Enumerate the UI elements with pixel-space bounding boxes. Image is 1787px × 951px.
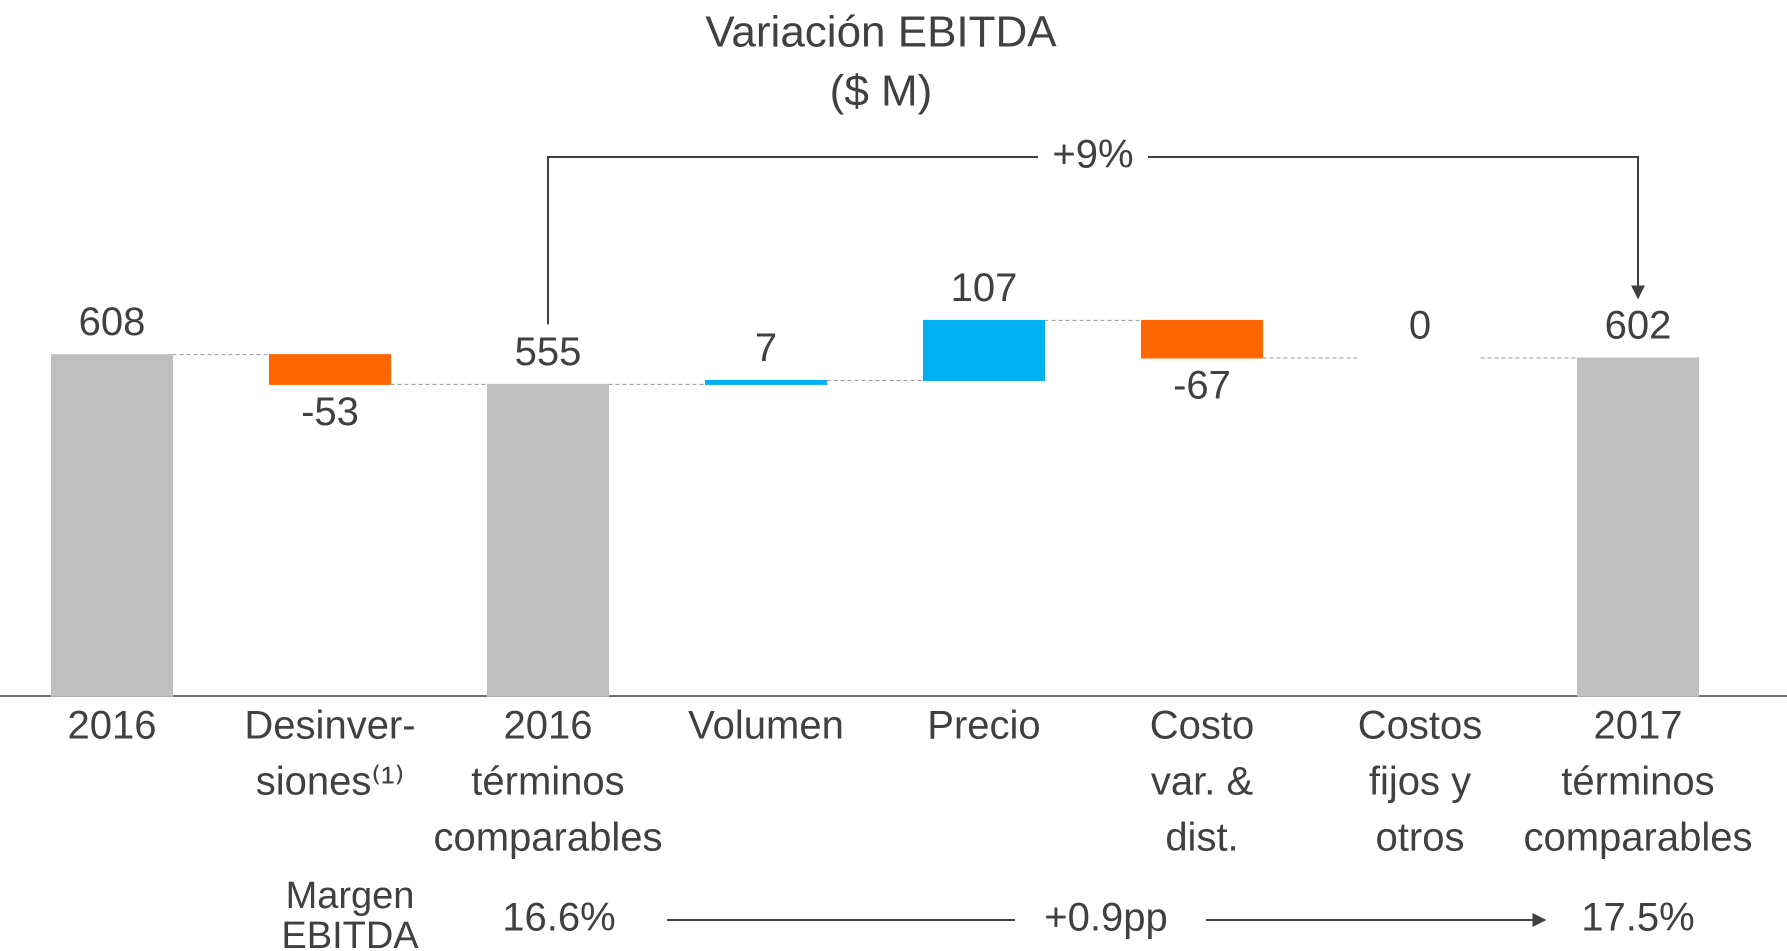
- margin-start: 16.6%: [502, 896, 615, 940]
- growth-bracket: [1148, 156, 1645, 300]
- growth-label: +9%: [1052, 133, 1133, 177]
- x-tick-label: Costo: [1150, 704, 1255, 748]
- chart-subtitle: ($ M): [830, 67, 933, 116]
- x-tick-label: dist.: [1165, 816, 1238, 860]
- x-tick-label: términos: [1561, 760, 1714, 804]
- bar: [51, 354, 173, 697]
- value-label: 107: [951, 266, 1018, 310]
- value-label: 608: [79, 300, 146, 344]
- bar: [269, 354, 391, 385]
- x-tick-label: 2016: [68, 704, 157, 748]
- value-label: 555: [515, 330, 582, 374]
- x-tick-label: comparables: [433, 816, 662, 860]
- growth-bracket: [547, 156, 1038, 325]
- value-label: -67: [1173, 364, 1231, 408]
- x-tick-label: Costos: [1358, 704, 1483, 748]
- value-label: 602: [1605, 304, 1672, 348]
- x-tick-label: 2016: [504, 704, 593, 748]
- x-tick-label: var. &: [1151, 760, 1254, 804]
- margin-label: EBITDA: [281, 915, 419, 951]
- bar: [1577, 357, 1699, 697]
- bar: [705, 379, 827, 385]
- margin-change: +0.9pp: [1044, 896, 1167, 940]
- value-label: 7: [755, 326, 777, 370]
- bar: [923, 319, 1045, 381]
- bar: [487, 383, 609, 697]
- x-tick-label: Volumen: [688, 704, 844, 748]
- value-label: 0: [1409, 304, 1431, 348]
- x-tick-label: otros: [1376, 816, 1465, 860]
- x-tick-label: comparables: [1523, 816, 1752, 860]
- x-tick-label: siones⁽¹⁾: [256, 760, 405, 804]
- x-tick-label: términos: [471, 760, 624, 804]
- x-tick-label: Desinver-: [244, 704, 415, 748]
- value-label: -53: [301, 390, 359, 434]
- bar: [1141, 319, 1263, 359]
- x-tick-label: 2017: [1594, 704, 1683, 748]
- chart-title: Variación EBITDA: [705, 8, 1057, 57]
- margin-label: Margen: [286, 875, 415, 917]
- x-tick-label: Precio: [927, 704, 1040, 748]
- x-tick-label: fijos y: [1369, 760, 1471, 804]
- margin-end: 17.5%: [1581, 896, 1694, 940]
